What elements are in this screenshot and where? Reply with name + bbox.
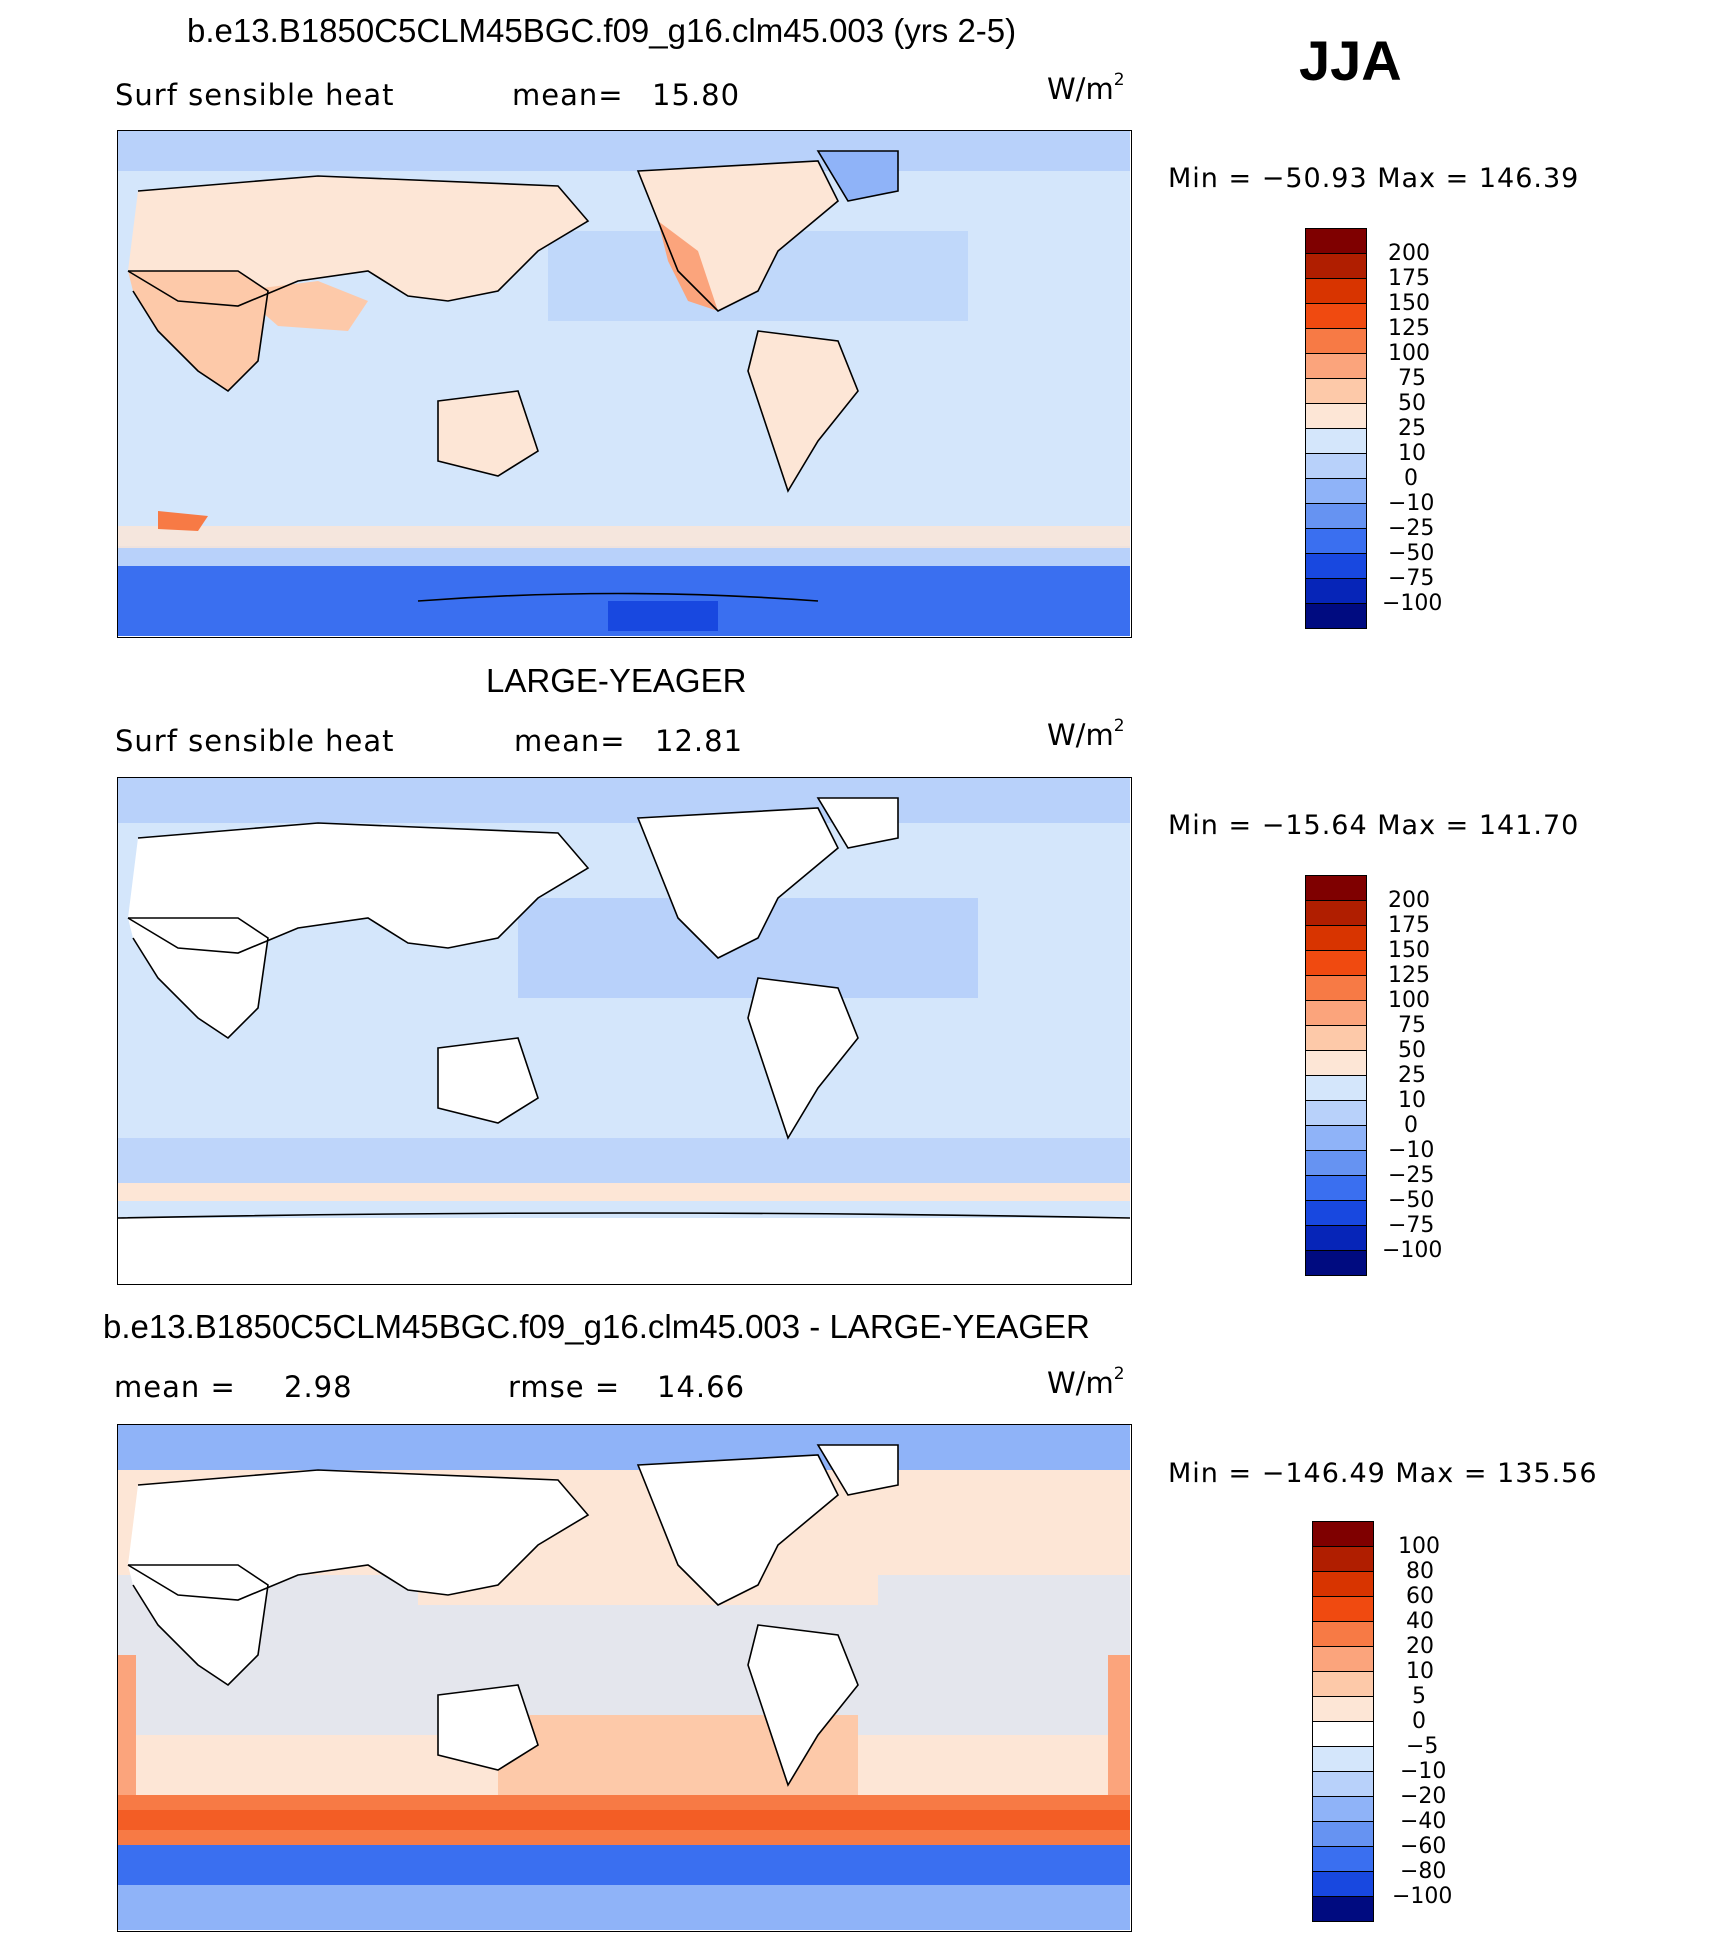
cbar-label: 100 — [1398, 1534, 1440, 1559]
cbar-label: −25 — [1388, 516, 1435, 541]
cbar-label: −50 — [1388, 1188, 1435, 1213]
cbar-label: 100 — [1388, 341, 1430, 366]
panel1-mean-value: 15.80 — [652, 78, 741, 112]
cbar-label: −100 — [1382, 591, 1443, 616]
panel3-minmax: Min = −146.49 Max = 135.56 — [1168, 1458, 1598, 1489]
cbar-label: 25 — [1398, 416, 1426, 441]
panel2-title: LARGE-YEAGER — [486, 662, 747, 699]
panel1-map — [117, 130, 1132, 638]
panel1-title: b.e13.B1850C5CLM45BGC.f09_g16.clm45.003 … — [187, 12, 1017, 49]
season-label: JJA — [1299, 29, 1402, 92]
panel2-minmax: Min = −15.64 Max = 141.70 — [1168, 810, 1580, 841]
panel3-map — [117, 1424, 1132, 1932]
cbar-label: −100 — [1382, 1238, 1443, 1263]
cbar-label: 60 — [1406, 1584, 1434, 1609]
panel3-rmse-label: rmse = — [508, 1370, 621, 1404]
cbar-label: 5 — [1412, 1684, 1426, 1709]
panel1-units: W/m2 — [1047, 70, 1125, 106]
panel3-mean-value: 2.98 — [284, 1370, 353, 1404]
cbar-label: 125 — [1388, 963, 1430, 988]
panel2-colorbar — [1305, 875, 1367, 1276]
cbar-label: −75 — [1388, 1213, 1435, 1238]
cbar-label: 125 — [1388, 316, 1430, 341]
cbar-label: 50 — [1398, 391, 1426, 416]
cbar-label: 75 — [1398, 366, 1426, 391]
panel3-mean-label: mean = — [114, 1370, 236, 1404]
cbar-label: −5 — [1406, 1734, 1439, 1759]
cbar-label: −25 — [1388, 1163, 1435, 1188]
cbar-label: 0 — [1412, 1709, 1426, 1734]
panel1-colorbar — [1305, 228, 1367, 629]
cbar-label: 200 — [1388, 888, 1430, 913]
cbar-label: −60 — [1400, 1834, 1447, 1859]
panel3-title: b.e13.B1850C5CLM45BGC.f09_g16.clm45.003 … — [103, 1308, 1090, 1345]
cbar-label: 20 — [1406, 1634, 1434, 1659]
cbar-label: 80 — [1406, 1559, 1434, 1584]
cbar-label: 200 — [1388, 241, 1430, 266]
panel2-mean-label: mean= — [514, 724, 626, 758]
cbar-label: −40 — [1400, 1809, 1447, 1834]
panel2-mean-value: 12.81 — [655, 724, 744, 758]
cbar-label: 25 — [1398, 1063, 1426, 1088]
cbar-label: 50 — [1398, 1038, 1426, 1063]
cbar-label: 100 — [1388, 988, 1430, 1013]
panel2-units: W/m2 — [1047, 716, 1125, 752]
panel3-colorbar — [1312, 1521, 1374, 1922]
cbar-label: 175 — [1388, 913, 1430, 938]
cbar-label: −10 — [1388, 1138, 1435, 1163]
panel1-variable: Surf sensible heat — [115, 78, 395, 112]
cbar-label: 40 — [1406, 1609, 1434, 1634]
cbar-label: −100 — [1392, 1884, 1453, 1909]
cbar-label: −20 — [1400, 1784, 1447, 1809]
cbar-label: 150 — [1388, 291, 1430, 316]
cbar-label: −10 — [1400, 1759, 1447, 1784]
cbar-label: 10 — [1398, 1088, 1426, 1113]
cbar-label: −80 — [1400, 1859, 1447, 1884]
cbar-label: 10 — [1406, 1659, 1434, 1684]
panel1-mean-label: mean= — [512, 78, 624, 112]
cbar-label: 150 — [1388, 938, 1430, 963]
panel2-map — [117, 777, 1132, 1285]
cbar-label: 75 — [1398, 1013, 1426, 1038]
panel2-variable: Surf sensible heat — [115, 724, 395, 758]
panel1-minmax: Min = −50.93 Max = 146.39 — [1168, 163, 1580, 194]
cbar-label: 0 — [1404, 1113, 1418, 1138]
cbar-label: 175 — [1388, 266, 1430, 291]
cbar-label: 10 — [1398, 441, 1426, 466]
panel3-units: W/m2 — [1047, 1364, 1125, 1400]
panel3-rmse-value: 14.66 — [657, 1370, 746, 1404]
cbar-label: −75 — [1388, 566, 1435, 591]
cbar-label: −10 — [1388, 491, 1435, 516]
cbar-label: −50 — [1388, 541, 1435, 566]
cbar-label: 0 — [1404, 466, 1418, 491]
